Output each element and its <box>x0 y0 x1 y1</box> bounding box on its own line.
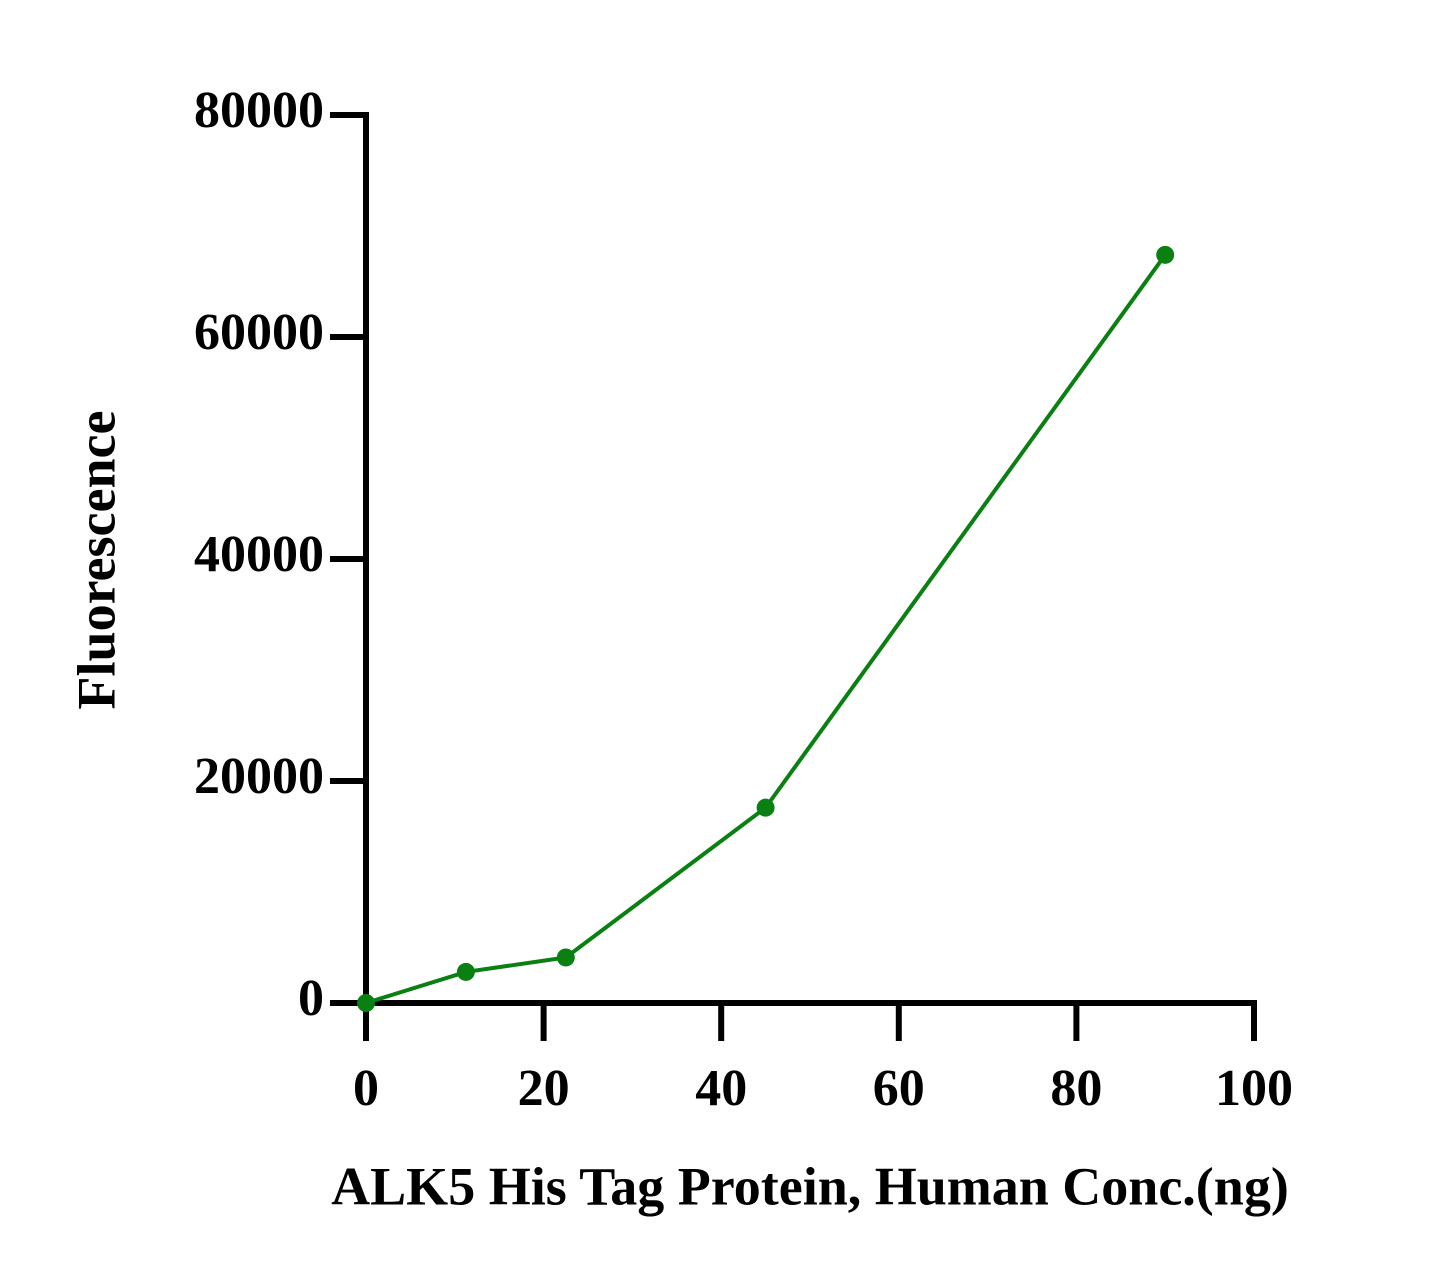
y-tick-label: 80000 <box>194 82 324 139</box>
y-tick-label: 20000 <box>194 748 324 805</box>
y-tick-label: 0 <box>298 970 324 1027</box>
point <box>756 798 775 817</box>
x-tick-label: 40 <box>695 1060 747 1117</box>
line <box>365 253 1167 1005</box>
y-tick-label: 60000 <box>194 304 324 361</box>
x-axis-label: ALK5 His Tag Protein, Human Conc.(ng) <box>331 1156 1289 1216</box>
point <box>357 994 375 1012</box>
y-axis-label: Fluorescence <box>66 411 126 710</box>
point <box>456 962 475 981</box>
point <box>1156 245 1175 264</box>
x-tick-label: 60 <box>873 1060 925 1117</box>
y-tick-label: 40000 <box>194 526 324 583</box>
x-tick-label: 20 <box>518 1060 570 1117</box>
point <box>556 948 575 967</box>
x-tick-label: 80 <box>1050 1060 1102 1117</box>
x-tick-label: 100 <box>1215 1060 1293 1117</box>
x-tick-label: 0 <box>353 1060 379 1117</box>
